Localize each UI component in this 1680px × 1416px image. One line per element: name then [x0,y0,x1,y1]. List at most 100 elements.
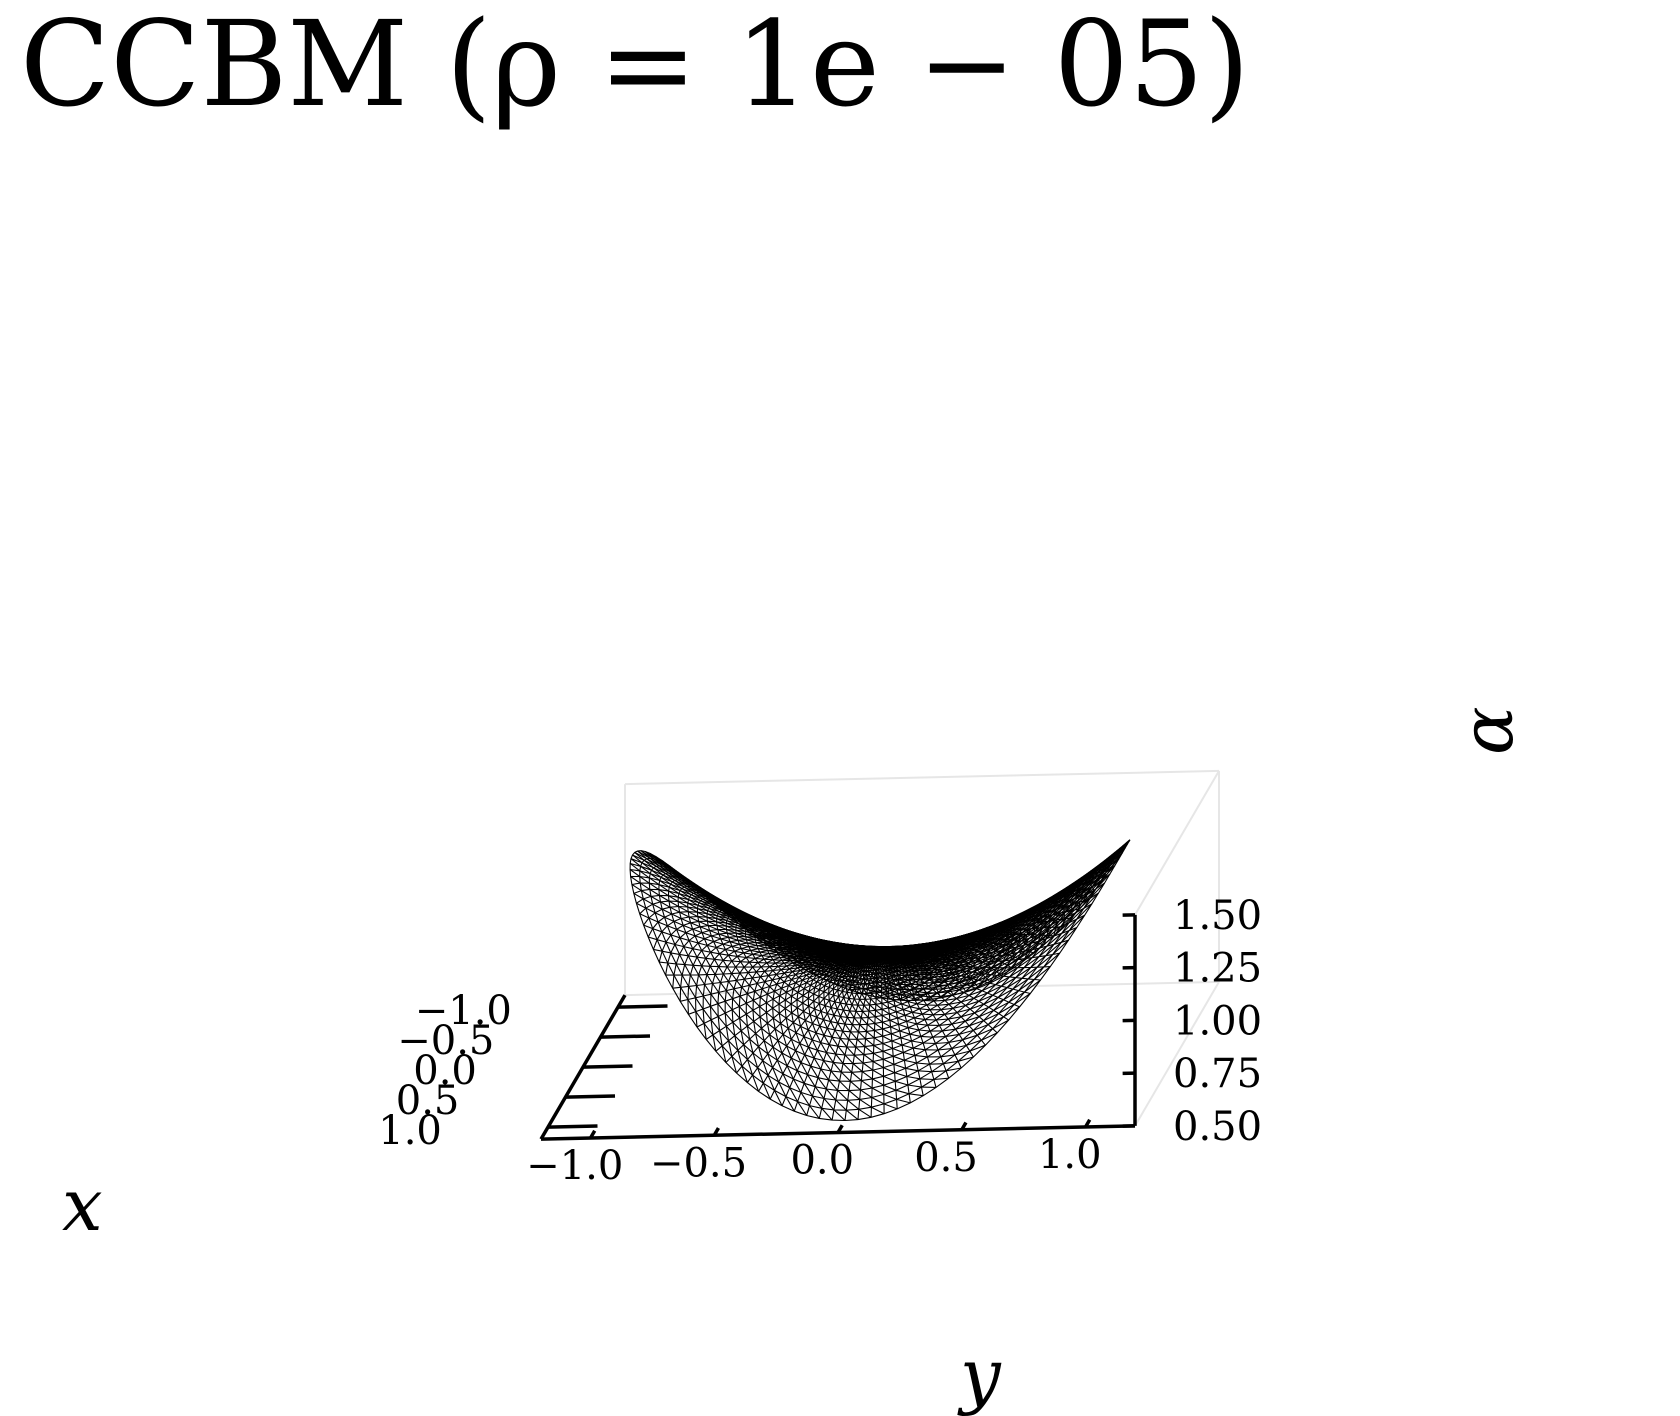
mesh-edge [1089,882,1105,899]
mesh-edge [728,936,737,938]
mesh-edge [962,939,974,945]
mesh-edge [839,1038,848,1048]
mesh-edge [681,879,695,888]
mesh-edge [1033,919,1036,924]
mesh-edge [690,920,699,924]
mesh-edge [958,946,963,951]
mesh-edge [919,948,924,953]
mesh-edge [679,932,687,939]
mesh-edge [683,886,697,894]
mesh-edge [889,946,894,950]
mesh-edge [772,1018,776,1030]
mesh-edge [999,931,1001,935]
mesh-edge [950,945,962,951]
pane-edge [624,769,1220,786]
mesh-edge [1039,935,1055,949]
mesh-edge [833,995,836,1002]
mesh-edge [822,1019,828,1029]
mesh-edge [992,933,1005,941]
mesh-edge [1003,967,1018,977]
mesh-edge [978,966,992,974]
mesh-edge [634,851,648,860]
mesh-edge [882,1028,892,1035]
mesh-edge [1028,914,1032,918]
mesh-edge [661,925,668,933]
mesh-edge [743,972,749,980]
mesh-edge [794,938,808,944]
mesh-edge [990,930,993,933]
mesh-edge [680,975,683,988]
mesh-edge [771,933,786,941]
mesh-edge [899,952,907,957]
mesh-edge [951,954,957,961]
mesh-edge [945,950,956,955]
mesh-edge [679,946,685,955]
mesh-edge [1072,894,1088,909]
mesh-edge [948,1001,962,1005]
mesh-edge [967,938,970,942]
x-tick [617,1004,668,1009]
mesh-edge [731,911,748,922]
mesh-edge [771,940,787,948]
mesh-edge [875,987,889,993]
mesh-edge [941,964,953,968]
mesh-edge [748,977,753,986]
mesh-edge [994,927,999,931]
mesh-edge [906,966,916,972]
mesh-edge [885,957,894,962]
mesh-edge [1010,924,1014,928]
mesh-edge [956,1008,971,1014]
mesh-edge [737,914,754,923]
mesh-edge [1048,895,1056,900]
mesh-edge [887,1001,896,1007]
mesh-edge [1033,966,1051,980]
mesh-edge [832,983,835,989]
mesh-edge [837,948,848,951]
mesh-edge [1003,990,1019,1001]
mesh-edge [943,946,954,951]
mesh-edge [1012,958,1019,969]
mesh-edge [935,964,946,967]
mesh-edge [961,977,971,987]
mesh-edge [1006,977,1023,989]
mesh-edge [854,1054,864,1064]
mesh-edge [658,860,674,871]
mesh-edge [1056,904,1071,918]
mesh-edge [661,941,667,952]
mesh-edge [637,850,651,859]
mesh-edge [896,1098,911,1104]
mesh-edge [714,966,720,975]
mesh-edge [738,996,741,1007]
mesh-edge [895,1080,909,1086]
mesh-edge [943,950,948,956]
mesh-edge [901,994,914,1001]
mesh-edge [863,949,872,952]
mesh-edge [713,898,730,909]
mesh-edge [647,928,654,938]
mesh-edge [745,1014,748,1027]
mesh-edge [1047,896,1060,907]
mesh-edge [944,972,953,981]
mesh-edge [901,947,906,951]
mesh-edge [1030,955,1047,968]
mesh-edge [948,1016,962,1020]
pane-edge [1134,770,1220,916]
mesh-edge [1007,923,1011,926]
mesh-edge [1015,940,1020,949]
mesh-edge [888,994,902,1000]
mesh-edge [900,946,904,949]
mesh-edge [860,1017,868,1025]
mesh-edge [804,949,818,954]
mesh-edge [987,929,991,932]
mesh-edge [721,1045,727,1063]
mesh-edge [919,1078,934,1081]
mesh-edge [991,927,1003,934]
mesh-edge [859,958,869,961]
mesh-edge [1024,979,1041,993]
mesh-edge [833,1109,846,1121]
mesh-edge [792,982,797,990]
mesh-edge [726,920,738,924]
mesh-edge [767,1075,776,1091]
mesh-edge [863,1054,874,1062]
mesh-edge [813,948,824,951]
